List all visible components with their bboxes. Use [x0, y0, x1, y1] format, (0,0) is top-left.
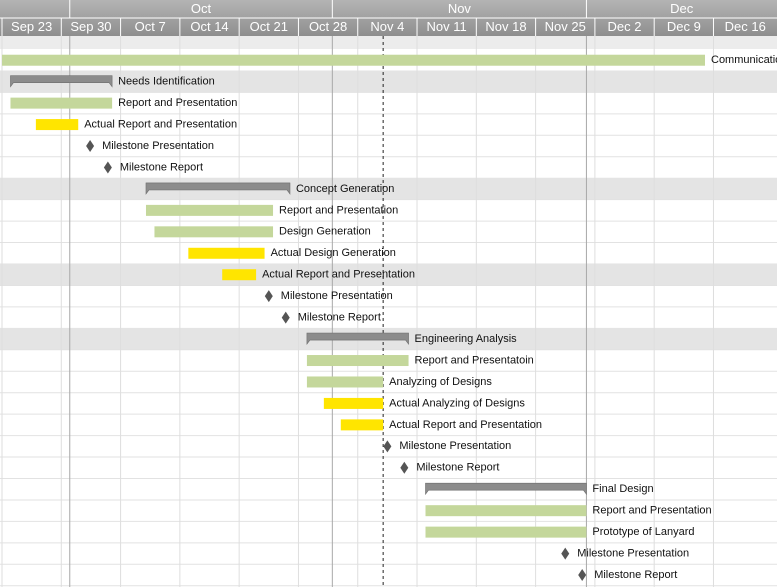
month-label: Oct	[191, 1, 212, 16]
task-label: Actual Analyzing of Designs	[389, 397, 525, 409]
task-label: Milestone Presentation	[102, 140, 214, 152]
summary-bar	[306, 332, 409, 345]
task-bar	[154, 226, 274, 238]
milestone	[561, 547, 570, 560]
task-bar	[145, 204, 274, 216]
task-bar	[306, 376, 384, 388]
week-label: Nov 25	[545, 19, 586, 34]
task-label: Engineering Analysis	[415, 333, 518, 345]
task-bar	[425, 505, 587, 517]
row-shade	[0, 264, 777, 286]
task-label: Design Generation	[279, 226, 371, 238]
task-label: Actual Design Generation	[271, 247, 396, 259]
summary-bar	[145, 182, 291, 195]
task-label: Actual Report and Presentation	[84, 118, 237, 130]
task-label: Milestone Report	[416, 462, 499, 474]
task-label: Final Design	[592, 483, 653, 495]
summary-bar	[10, 75, 113, 88]
task-bar	[2, 54, 706, 66]
task-label: Milestone Presentation	[281, 290, 393, 302]
week-label: Sep 30	[70, 19, 111, 34]
milestone	[86, 140, 95, 153]
task-label: Milestone Report	[298, 312, 381, 324]
summary-bar	[425, 482, 587, 496]
milestone	[578, 569, 587, 582]
task-label: Needs Identification	[118, 76, 215, 88]
week-label: Nov 4	[370, 19, 404, 34]
task-label: Milestone Report	[594, 569, 677, 581]
actual-bar	[323, 397, 384, 409]
week-label: Nov 11	[427, 19, 467, 34]
actual-bar	[340, 419, 384, 431]
task-label: Milestone Presentation	[399, 440, 511, 452]
week-label: Oct 28	[309, 19, 347, 34]
month-label: Dec	[670, 1, 694, 16]
task-label: Prototype of Lanyard	[592, 526, 694, 538]
task-label: Report and Presentation	[118, 97, 237, 109]
month-label: Nov	[448, 1, 472, 16]
task-label: Communication	[711, 54, 777, 66]
task-label: Report and Presentation	[592, 505, 711, 517]
milestone	[383, 440, 392, 453]
milestone	[400, 461, 409, 474]
task-label: Report and Presentation	[279, 204, 398, 216]
actual-bar	[222, 269, 257, 281]
actual-bar	[35, 119, 79, 131]
week-label: Sep 23	[11, 19, 52, 34]
week-label: Oct 7	[135, 19, 166, 34]
task-label: Concept Generation	[296, 183, 394, 195]
task-label: Actual Report and Presentation	[389, 419, 542, 431]
week-label: Oct 21	[250, 19, 288, 34]
week-label: Nov 18	[485, 19, 526, 34]
task-bar	[425, 526, 587, 538]
task-label: Actual Report and Presentation	[262, 269, 415, 281]
task-label: Milestone Presentation	[577, 547, 689, 559]
week-label: Dec 2	[608, 19, 642, 34]
task-label: Milestone Report	[120, 161, 203, 173]
task-label: Analyzing of Designs	[389, 376, 492, 388]
milestone	[103, 161, 112, 174]
row-shade	[0, 70, 777, 93]
actual-bar	[188, 247, 265, 259]
week-label: Dec 9	[667, 19, 701, 34]
task-label: Report and Presentatoin	[415, 354, 534, 366]
week-label: Oct 14	[190, 19, 228, 34]
milestone	[264, 290, 273, 303]
milestone	[281, 311, 290, 324]
task-bar	[306, 355, 409, 367]
task-bar	[10, 97, 113, 109]
week-label: Dec 16	[725, 19, 766, 34]
blank-row	[0, 36, 777, 49]
